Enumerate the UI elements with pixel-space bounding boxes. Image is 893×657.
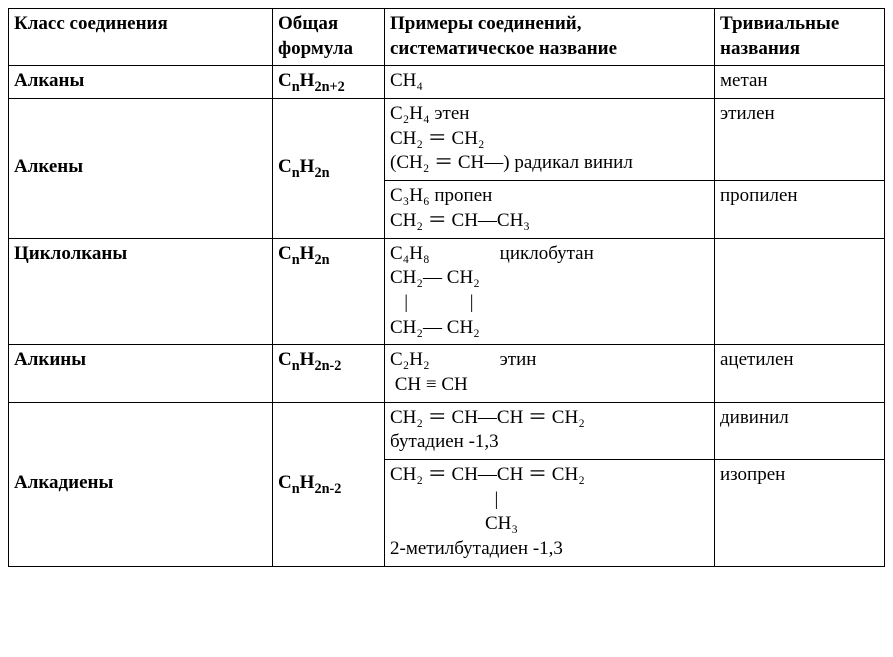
example-cell: CH₂ ＝ CH―CH ＝ CH₂ | CH₃ 2-метилбутадиен … [385,460,715,567]
trivial-cell: изопрен [715,460,885,567]
chemistry-table: Класс соединения Общая формула Примеры с… [8,8,885,567]
formula-cell: CnH2n [273,238,385,345]
formula-cell: CnH2n-2 [273,345,385,402]
example-cell: C₂H₂этин CH ≡ CH [385,345,715,402]
trivial-cell: пропилен [715,181,885,238]
header-class: Класс соединения [9,9,273,66]
table-row: Алкины CnH2n-2 C₂H₂этин CH ≡ CH ацетилен [9,345,885,402]
trivial-cell [715,238,885,345]
class-cell: Алканы [9,66,273,99]
header-trivial: Тривиальные названия [715,9,885,66]
trivial-cell: дивинил [715,402,885,459]
formula-cell: CnH2n [273,99,385,238]
table-row: Алкадиены CnH2n-2 CH₂ ＝ CH―CH ＝ CH₂ бута… [9,402,885,459]
table-row: Циклолканы CnH2n C₄H₈циклобутан CH₂― CH₂… [9,238,885,345]
trivial-cell: метан [715,66,885,99]
example-cell: C₃H₆ пропен CH₂ ＝ CH―CH₃ [385,181,715,238]
table-row: Алкены CnH2n C₂H₄ этен CH₂ ＝ CH₂ (CH₂ ＝ … [9,99,885,181]
table-row: Алканы CnH2n+2 CH₄ метан [9,66,885,99]
formula-cell: CnH2n-2 [273,402,385,566]
example-cell: CH₄ [385,66,715,99]
example-cell: CH₂ ＝ CH―CH ＝ CH₂ бутадиен -1,3 [385,402,715,459]
trivial-cell: ацетилен [715,345,885,402]
class-cell: Алкадиены [9,402,273,566]
header-formula: Общая формула [273,9,385,66]
class-cell: Циклолканы [9,238,273,345]
class-cell: Алкены [9,99,273,238]
example-cell: C₂H₄ этен CH₂ ＝ CH₂ (CH₂ ＝ CH―) радикал … [385,99,715,181]
class-cell: Алкины [9,345,273,402]
header-example: Примеры соединений, систематическое назв… [385,9,715,66]
header-row: Класс соединения Общая формула Примеры с… [9,9,885,66]
trivial-cell: этилен [715,99,885,181]
formula-cell: CnH2n+2 [273,66,385,99]
example-cell: C₄H₈циклобутан CH₂― CH₂ | | CH₂― CH₂ [385,238,715,345]
